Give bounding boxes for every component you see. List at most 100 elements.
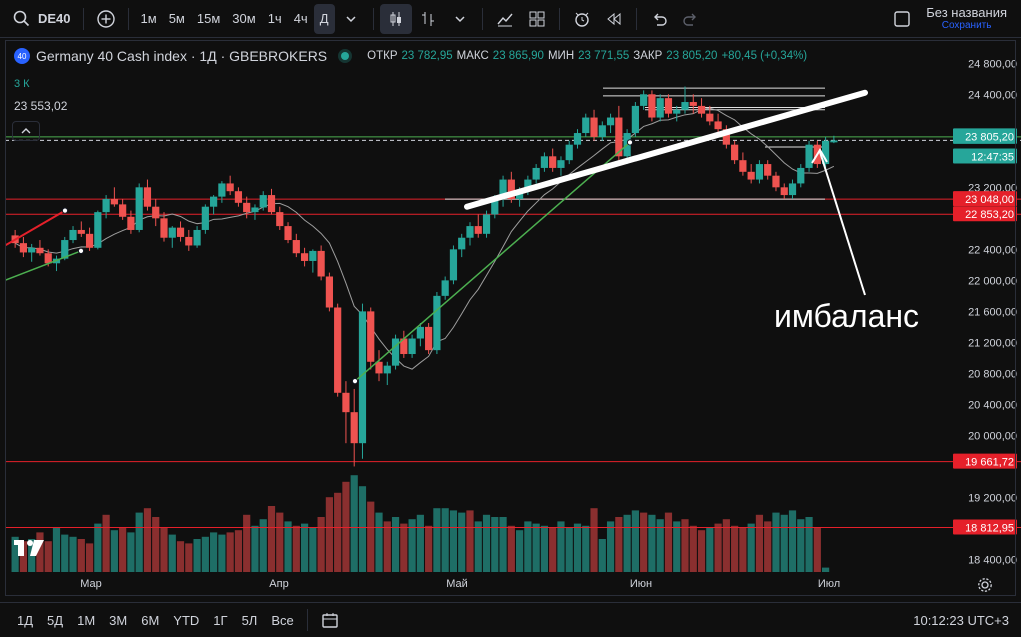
volume-bar <box>342 481 350 572</box>
volume-bar <box>714 523 722 572</box>
replay-button[interactable] <box>598 4 630 34</box>
chart-type-dropdown-button[interactable] <box>444 4 476 34</box>
interval-button[interactable]: 1ч <box>267 11 282 26</box>
time-tick-label: Июн <box>630 578 652 590</box>
price-tick-label: 24 400,00 <box>968 89 1017 101</box>
volume-bar <box>449 510 458 572</box>
volume-bar <box>325 497 333 572</box>
collapse-legend-button[interactable] <box>12 121 40 141</box>
candle-body <box>532 167 540 180</box>
symbol-title[interactable]: Germany 40 Cash index · 1Д · GBEBROKERS <box>36 48 328 64</box>
range-button[interactable]: Все <box>271 612 294 628</box>
chart-settings-button[interactable] <box>974 574 996 596</box>
interval-button[interactable]: 1м <box>140 11 157 26</box>
symbol-search-button[interactable]: DE40 <box>6 4 77 34</box>
candle-body <box>367 311 375 362</box>
volume-bar <box>391 517 400 572</box>
volume-bar <box>731 525 739 572</box>
price-label-box <box>953 519 1017 535</box>
chart-type-candles-button[interactable] <box>379 3 412 34</box>
volume-bar <box>259 519 267 572</box>
tradingview-logo <box>14 538 48 558</box>
price-tick-label: 20 000,00 <box>968 430 1017 442</box>
candle-body <box>681 102 689 110</box>
candle-body <box>573 133 582 145</box>
price-tick-label: 22 400,00 <box>968 244 1017 256</box>
volume-bar <box>697 530 706 572</box>
volume-bar <box>458 512 466 572</box>
volume-bar <box>433 508 441 572</box>
candle-body <box>110 198 118 205</box>
clock[interactable]: 10:12:23 UTC+3 <box>913 612 1009 628</box>
chart-legend: 40 Germany 40 Cash index · 1Д · GBEBROKE… <box>14 48 807 64</box>
volume-bar <box>821 567 830 572</box>
low-label: МИН <box>547 50 575 62</box>
interval-dropdown-button[interactable] <box>335 4 367 34</box>
volume-bar <box>400 523 408 572</box>
range-button[interactable]: YTD <box>173 612 200 628</box>
volume-bar <box>226 532 234 572</box>
volume-bar <box>284 521 292 572</box>
candle-body <box>185 236 193 246</box>
interval-button[interactable]: 4ч <box>293 11 308 26</box>
indicators-button[interactable] <box>489 4 521 34</box>
redo-button[interactable] <box>675 4 707 34</box>
price-label-box <box>953 128 1017 144</box>
candle-body <box>731 144 739 161</box>
candle-body <box>606 117 615 126</box>
candle-body <box>466 226 474 238</box>
volume-bar <box>516 530 524 572</box>
goto-date-button[interactable] <box>314 605 346 635</box>
volume-bar <box>334 492 342 572</box>
candle-body <box>317 250 325 277</box>
high-value: 23 865,90 <box>492 50 544 62</box>
templates-button[interactable] <box>521 4 553 34</box>
alarm-clock-icon <box>574 12 589 27</box>
compare-symbol-button[interactable] <box>90 4 122 34</box>
volume-bar <box>69 536 77 572</box>
save-label: Сохранить <box>941 20 992 32</box>
range-button[interactable]: 1Г <box>213 612 228 628</box>
volume-bar <box>482 514 491 572</box>
undo-button[interactable] <box>643 4 675 34</box>
volume-bar <box>309 528 317 572</box>
range-button[interactable]: 1М <box>77 612 96 628</box>
interval-button[interactable]: 15м <box>196 11 221 26</box>
range-button[interactable]: 5Д <box>47 612 64 628</box>
candle-body <box>201 206 209 230</box>
annotation-text[interactable]: имбаланс <box>774 298 920 334</box>
candle-body <box>507 179 515 199</box>
candle-body <box>524 179 532 192</box>
candle-body <box>152 206 160 219</box>
volume-bar <box>11 536 19 572</box>
price-label-text: 12:47:35 <box>971 152 1014 164</box>
range-button[interactable]: 1Д <box>17 612 34 628</box>
candle-body <box>491 198 499 215</box>
volume-bar <box>19 541 28 572</box>
alert-button[interactable] <box>566 4 598 34</box>
candle-body <box>780 187 788 196</box>
range-button[interactable]: 6М <box>141 612 160 628</box>
volume-bar <box>474 521 482 572</box>
layout-button[interactable]: Без названия Сохранить <box>886 4 1013 34</box>
range-button[interactable]: 5Л <box>241 612 258 628</box>
volume-bar <box>549 528 557 572</box>
volume-bar <box>251 525 259 572</box>
chart-type-bars-button[interactable] <box>412 4 444 34</box>
price-label-text: 19 661,72 <box>965 457 1014 469</box>
candle-body <box>44 253 52 264</box>
candle-body <box>689 102 697 106</box>
candle-body <box>549 156 557 168</box>
green-trendline <box>354 141 631 382</box>
volume-bar <box>168 534 176 572</box>
interval-button[interactable]: 30м <box>232 11 256 26</box>
interval-button[interactable]: Д <box>313 3 335 34</box>
divider <box>306 609 308 631</box>
range-button[interactable]: 3М <box>109 612 128 628</box>
interval-button[interactable]: 5м <box>168 11 185 26</box>
price-label-text: 23 805,20 <box>965 131 1014 143</box>
gear-icon <box>978 578 992 592</box>
time-tick-label: Мар <box>80 578 102 590</box>
annotation-arrow-head <box>811 148 828 164</box>
